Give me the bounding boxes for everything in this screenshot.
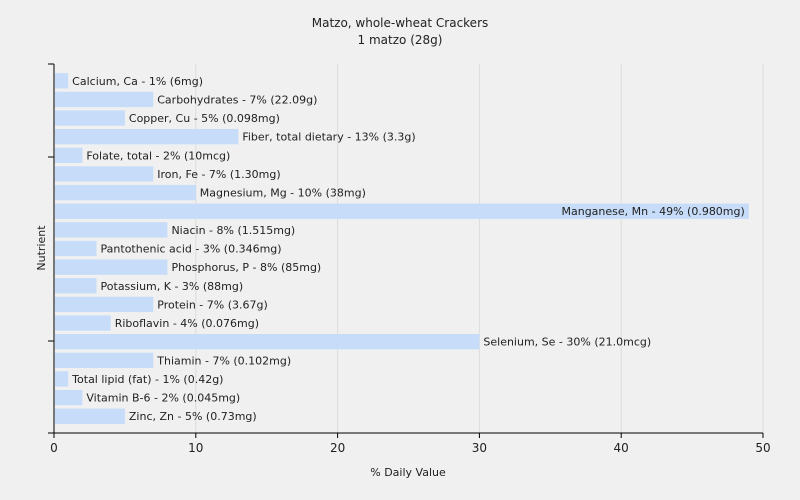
bar-label: Carbohydrates - 7% (22.09g) [157,93,317,106]
bar-label: Fiber, total dietary - 13% (3.3g) [242,131,415,144]
bar [55,110,125,126]
x-tick-label: 50 [755,441,770,455]
bar [55,408,125,424]
bar-label: Iron, Fe - 7% (1.30mg) [157,168,280,181]
bar-label: Potassium, K - 3% (88mg) [101,280,244,293]
bar [55,334,480,350]
bar-label: Pantothenic acid - 3% (0.346mg) [101,243,282,256]
bar [55,240,97,257]
bar-label: Thiamin - 7% (0.102mg) [156,354,291,367]
x-axis-title: % Daily Value [370,466,446,479]
x-tick-label: 20 [330,441,345,455]
bar-label: Manganese, Mn - 49% (0.980mg) [562,205,745,218]
x-tick-label: 30 [472,441,487,455]
bar [55,73,69,89]
bar [55,352,154,368]
bar-label: Total lipid (fat) - 1% (0.42g) [71,373,223,386]
bar [55,278,97,294]
x-tick-label: 0 [50,441,58,455]
bar [55,259,168,275]
x-tick-label: 10 [188,441,203,455]
axes [48,63,763,434]
bar [55,166,154,182]
bar-label: Zinc, Zn - 5% (0.73mg) [129,410,257,423]
x-tick-label: 40 [614,441,629,455]
bar-label: Vitamin B-6 - 2% (0.045mg) [86,392,240,405]
bar-label: Selenium, Se - 30% (21.0mcg) [483,336,651,349]
bar [55,91,154,108]
bar [55,222,168,238]
bar-label: Calcium, Ca - 1% (6mg) [72,75,203,88]
bar [55,371,69,387]
bar-label: Riboflavin - 4% (0.076mg) [115,317,259,330]
x-ticks: 0 10 20 30 40 50 [50,433,771,455]
bar [55,147,83,163]
bar [55,296,154,313]
chart-title: Matzo, whole-wheat Crackers [312,16,489,30]
bar [55,315,111,331]
y-axis-title: Nutrient [35,225,48,271]
bar-label: Protein - 7% (3.67g) [157,298,268,311]
bar-label: Folate, total - 2% (10mcg) [86,149,230,162]
chart-subtitle: 1 matzo (28g) [358,33,443,47]
bar [55,184,196,201]
bar-label: Niacin - 8% (1.515mg) [171,224,295,237]
bar [55,389,83,406]
grid-lines [195,64,764,433]
bar [55,203,749,219]
bar [55,129,239,145]
bar-label: Copper, Cu - 5% (0.098mg) [129,112,280,125]
bar-label: Magnesium, Mg - 10% (38mg) [200,187,366,200]
bars: Calcium, Ca - 1% (6mg) Carbohydrates - 7%… [55,73,749,424]
bar-label: Phosphorus, P - 8% (85mg) [171,261,321,274]
